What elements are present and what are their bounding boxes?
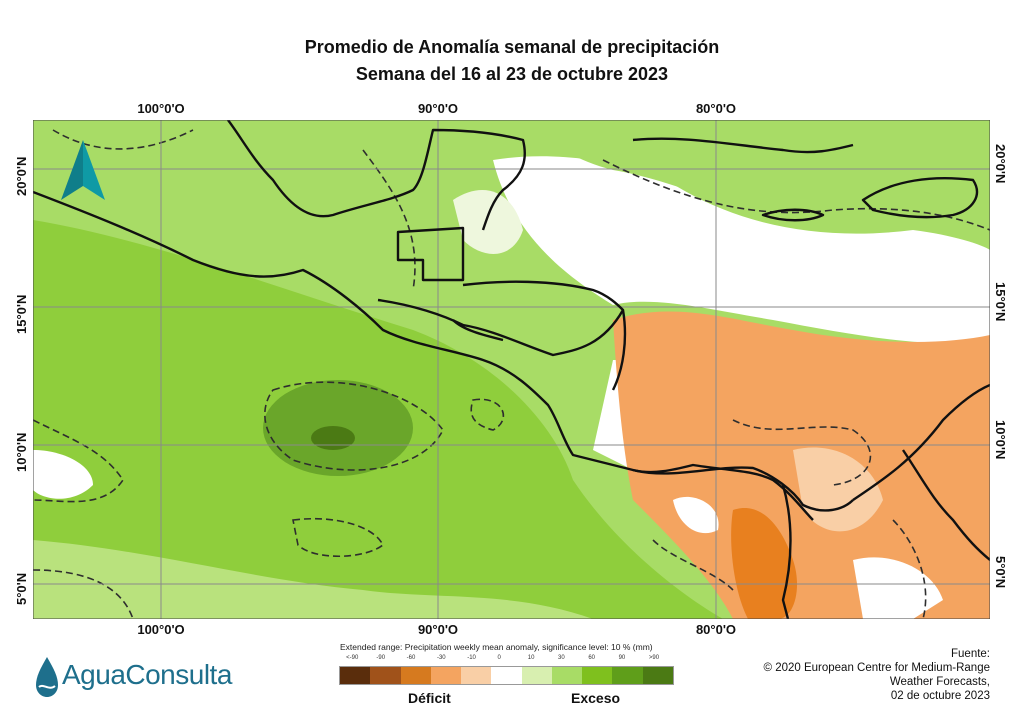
north-arrow-icon xyxy=(61,140,105,200)
lat-label-left-5: 5°0'N xyxy=(14,572,29,605)
source-line-4: 02 de octubre 2023 xyxy=(890,690,990,702)
legend-exceso-label: Exceso xyxy=(571,690,621,706)
caribbean-neutral-zone xyxy=(493,156,990,344)
legend-tick-label: >90 xyxy=(648,655,660,661)
legend-tick-label: 10 xyxy=(527,655,535,661)
legend-swatch xyxy=(491,667,522,684)
legend-swatch xyxy=(521,667,552,684)
legend-swatch xyxy=(430,667,462,684)
legend-swatch xyxy=(461,667,492,684)
lat-label-left-15: 15°0'N xyxy=(14,294,29,334)
lat-label-left-10: 10°0'N xyxy=(14,432,29,472)
legend-deficit-label: Déficit xyxy=(408,690,451,706)
lat-label-right-15: 15°0'N xyxy=(993,282,1008,322)
legend-swatch xyxy=(340,667,371,684)
legend-swatch xyxy=(582,667,613,684)
source-note: Fuente: © 2020 European Centre for Mediu… xyxy=(764,647,990,703)
map-title: Promedio de Anomalía semanal de precipit… xyxy=(304,37,720,57)
coastlines xyxy=(33,120,990,619)
lon-label-bottom-90: 90°0'O xyxy=(417,622,459,637)
water-drop-icon xyxy=(36,657,58,697)
legend-swatch xyxy=(400,667,431,684)
legend-tick-label: 30 xyxy=(558,655,565,661)
legend-tick-label: <-90 xyxy=(346,655,359,661)
max-excess-core xyxy=(311,426,355,450)
legend-tick-label: -90 xyxy=(376,655,386,661)
west-neutral-patch xyxy=(33,450,93,499)
source-line-3: Weather Forecasts, xyxy=(889,676,990,688)
south-neutral-patch-2 xyxy=(673,496,719,534)
legend-tick-label: 0 xyxy=(497,655,501,661)
lat-label-right-20: 20°0'N xyxy=(993,144,1008,184)
legend-swatch xyxy=(370,667,401,684)
lon-label-top-80: 80°0'O xyxy=(695,101,737,116)
south-neutral-patch-1 xyxy=(853,557,943,619)
legend-swatch xyxy=(642,667,673,684)
map-subtitle: Semana del 16 al 23 de octubre 2023 xyxy=(355,64,669,84)
graticule xyxy=(33,120,990,619)
lon-label-top-90: 90°0'O xyxy=(417,101,459,116)
lat-label-right-5: 5°0'N xyxy=(993,556,1008,589)
logo-text: AguaConsulta xyxy=(62,659,232,690)
legend-tick-label: -10 xyxy=(467,655,476,661)
source-line-1: Fuente: xyxy=(951,648,990,660)
colombia-strong-deficit xyxy=(731,508,798,619)
precipitation-anomaly-map xyxy=(33,120,990,619)
legend-caption: Extended range: Precipitation weekly mea… xyxy=(340,642,653,652)
legend-tick-label: -30 xyxy=(436,655,446,661)
lon-label-bottom-100: 100°0'O xyxy=(137,622,185,637)
source-line-2: © 2020 European Centre for Medium-Range xyxy=(763,662,990,674)
legend-color-bar xyxy=(339,666,674,685)
lat-label-right-10: 10°0'N xyxy=(993,420,1008,460)
legend-tick-label: -60 xyxy=(406,655,416,661)
legend-tick-label: 90 xyxy=(618,655,626,661)
yucatan-neutral-zone xyxy=(453,190,523,254)
lon-label-bottom-80: 80°0'O xyxy=(695,622,737,637)
legend-swatch xyxy=(551,667,583,684)
lat-label-left-20: 20°0'N xyxy=(14,156,29,196)
southwest-light-zone xyxy=(33,540,593,619)
lon-label-top-100: 100°0'O xyxy=(137,101,185,116)
antilles-excess-zone xyxy=(533,120,990,225)
legend-swatch xyxy=(612,667,643,684)
legend-tick-label: 60 xyxy=(588,655,595,661)
aguaconsulta-logo: AguaConsulta xyxy=(34,655,254,701)
